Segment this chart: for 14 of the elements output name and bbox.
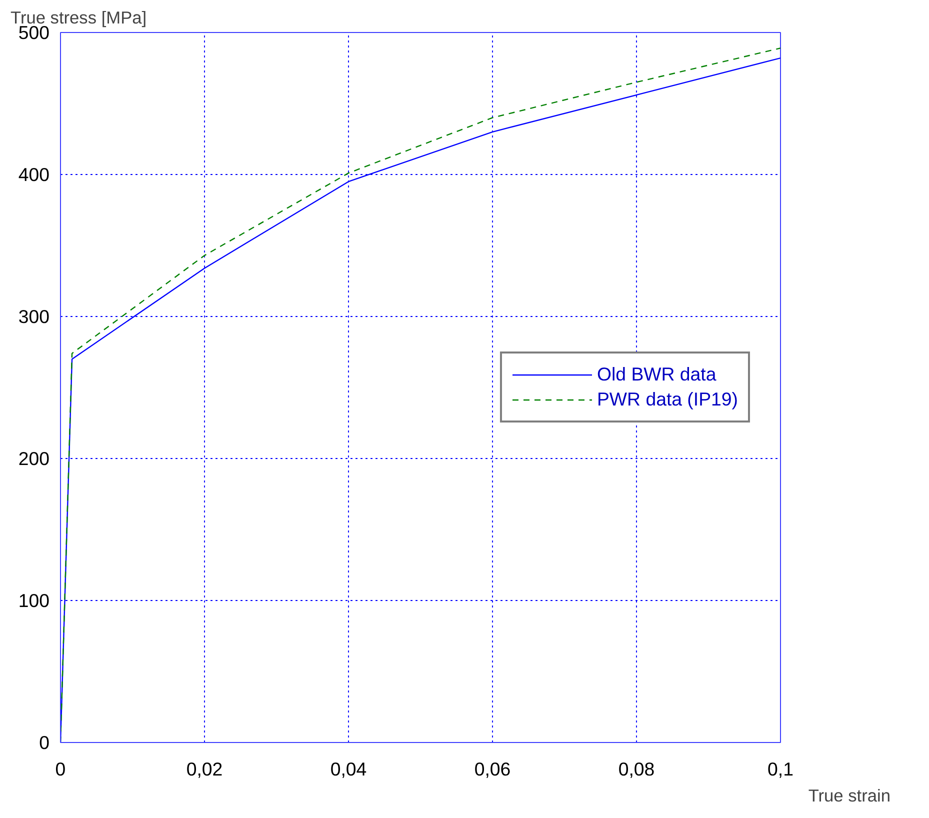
legend-label: PWR data (IP19) xyxy=(596,388,738,410)
legend-label: Old BWR data xyxy=(596,364,716,386)
y-tick-label: 0 xyxy=(39,732,50,753)
y-tick-label: 400 xyxy=(18,164,50,185)
x-tick-label: 0 xyxy=(55,758,66,780)
y-tick-label: 300 xyxy=(18,306,50,327)
x-axis-title: True strain xyxy=(808,786,891,806)
x-tick-label: 0,04 xyxy=(330,758,367,780)
x-tick-label: 0,08 xyxy=(618,758,655,780)
x-tick-label: 0,06 xyxy=(474,758,511,780)
x-tick-label: 0,02 xyxy=(186,758,223,780)
y-tick-label: 100 xyxy=(18,590,50,611)
x-tick-label: 0,1 xyxy=(768,758,794,780)
y-tick-label: 200 xyxy=(18,448,50,469)
